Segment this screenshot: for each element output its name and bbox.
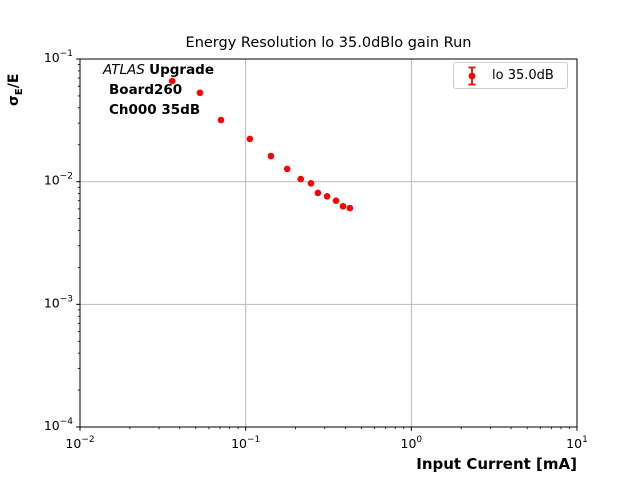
y-tick-label: 10−3 xyxy=(44,294,73,310)
y-tick-label: 10−4 xyxy=(44,417,73,433)
y-axis-label: σE/E xyxy=(6,74,25,106)
data-point xyxy=(307,180,315,187)
annotation-line-2: Board260 xyxy=(109,82,183,98)
annotation-line-1: ATLAS Upgrade xyxy=(103,60,214,80)
annotation-line-3: Ch000 35dB xyxy=(109,102,201,118)
x-tick-label: 100 xyxy=(401,435,423,451)
y-tick-label: 10−1 xyxy=(44,49,73,65)
legend-entry-label: lo 35.0dB xyxy=(492,68,554,83)
x-tick-label: 10−1 xyxy=(231,435,260,451)
errorbar-point-icon xyxy=(468,66,476,85)
experiment-suffix: Upgrade xyxy=(149,62,215,78)
data-point xyxy=(168,77,176,85)
plot-frame xyxy=(79,58,578,428)
data-point xyxy=(323,193,331,200)
ylabel-subscript: E xyxy=(13,88,25,96)
data-point xyxy=(314,189,322,197)
data-point xyxy=(196,89,204,97)
y-tick-label: 10−2 xyxy=(44,172,73,188)
experiment-name: ATLAS xyxy=(103,62,145,78)
x-tick-label: 10−2 xyxy=(65,435,94,451)
annotation-block: ATLAS Upgrade Board260 Ch000 35dB xyxy=(103,60,214,120)
legend-box: lo 35.0dB xyxy=(453,62,568,89)
data-point xyxy=(297,175,305,183)
x-axis-label: Input Current [mA] xyxy=(416,455,577,473)
data-point xyxy=(217,116,225,124)
data-point xyxy=(332,197,340,204)
ylabel-rest: /E xyxy=(6,73,22,89)
data-point xyxy=(246,135,254,143)
chart-title: Energy Resolution lo 35.0dBlo gain Run xyxy=(185,35,472,51)
data-point xyxy=(283,165,291,173)
data-point xyxy=(267,152,275,160)
data-point xyxy=(346,204,354,212)
x-tick-label: 101 xyxy=(566,435,588,451)
data-point xyxy=(339,203,347,210)
ylabel-sigma: σ xyxy=(6,95,22,106)
